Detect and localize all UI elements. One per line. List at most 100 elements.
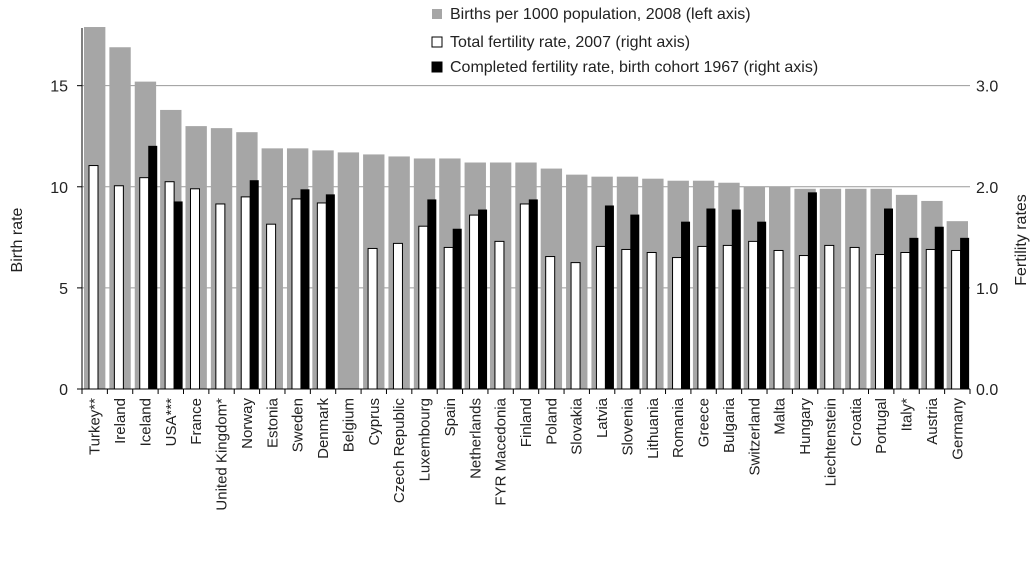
legend-swatch <box>431 36 443 48</box>
total-fertility-bar <box>418 225 429 390</box>
category-label: Germany <box>949 398 966 460</box>
category-label: Netherlands <box>467 398 484 479</box>
births-bar <box>337 152 360 389</box>
category-label: Latvia <box>594 397 611 438</box>
y-tick-label: 0 <box>59 382 68 399</box>
y-tick-label: 15 <box>50 79 68 96</box>
category-label: Norway <box>239 398 256 449</box>
category-label: FYR Macedonia <box>493 397 510 505</box>
legend-label: Total fertility rate, 2007 (right axis) <box>450 34 690 51</box>
total-fertility-bar <box>392 242 403 390</box>
right-axis-title: Fertility rates <box>1013 194 1030 286</box>
y-right-tick-label: 2.0 <box>976 180 998 197</box>
completed-fertility-bar <box>452 228 462 390</box>
category-label: Poland <box>543 398 560 445</box>
category-label: Hungary <box>797 398 814 455</box>
y-right-tick-label: 1.0 <box>976 281 998 298</box>
legend-swatch <box>432 9 442 19</box>
total-fertility-bar <box>469 214 480 390</box>
category-label: Czech Republic <box>391 398 408 504</box>
total-fertility-bar <box>240 196 251 390</box>
category-label: Estonia <box>264 397 281 448</box>
category-label: Cyprus <box>366 398 383 446</box>
category-label: Finland <box>518 398 535 447</box>
category-label: Italy* <box>899 398 916 432</box>
category-label: Slovenia <box>619 397 636 455</box>
category-label: Greece <box>696 398 713 447</box>
total-fertility-bar <box>316 202 327 390</box>
total-fertility-bar <box>646 252 657 390</box>
category-label: Croatia <box>848 397 865 446</box>
total-fertility-bar <box>824 244 835 390</box>
left-axis-ticks: 0 5 10 15 <box>50 79 82 399</box>
completed-fertility-bar <box>528 199 538 390</box>
category-label: Switzerland <box>746 398 763 476</box>
y-right-tick-label: 3.0 <box>976 79 998 96</box>
total-fertility-bar <box>164 181 175 390</box>
total-fertility-bar <box>367 247 378 390</box>
total-fertility-bar <box>875 254 886 390</box>
total-fertility-bar <box>189 188 200 390</box>
category-label: USA*** <box>163 398 180 447</box>
completed-fertility-bar <box>706 208 716 390</box>
category-label: Liechtenstein <box>822 398 839 486</box>
left-axis-title: Birth rate <box>9 207 26 272</box>
total-fertility-bar <box>139 177 150 390</box>
total-fertility-bar <box>722 244 733 390</box>
total-fertility-bar <box>748 240 759 390</box>
total-fertility-bar <box>595 245 606 390</box>
category-label: Sweden <box>290 398 307 452</box>
completed-fertility-bar <box>757 221 767 390</box>
completed-fertility-bar <box>604 205 614 390</box>
total-fertility-bar <box>545 256 556 390</box>
right-axis-ticks: 0.0 1.0 2.0 3.0 <box>976 79 998 399</box>
category-label: United Kingdom* <box>214 398 231 511</box>
total-fertility-bar <box>798 255 809 390</box>
total-fertility-bar <box>215 203 226 390</box>
category-label: Slovakia <box>569 397 586 454</box>
completed-fertility-bar <box>807 192 817 390</box>
category-label: Malta <box>772 397 789 434</box>
category-label: Denmark <box>315 398 332 459</box>
total-fertility-bar <box>113 185 124 390</box>
total-fertility-bar <box>88 165 99 390</box>
category-labels: Turkey** Ireland Iceland USA*** France United… <box>87 397 967 510</box>
total-fertility-bar <box>519 203 530 390</box>
total-fertility-bar <box>900 252 911 390</box>
category-label: France <box>188 398 205 445</box>
completed-fertility-bar <box>478 209 488 390</box>
completed-fertility-bar <box>173 201 183 390</box>
category-label: Lithuania <box>645 397 662 459</box>
completed-fertility-bar <box>909 237 919 390</box>
completed-fertility-bar <box>148 145 158 390</box>
category-label: Ireland <box>112 398 129 444</box>
y-tick-label: 5 <box>59 281 68 298</box>
completed-fertility-bar <box>681 221 691 390</box>
category-label: Turkey** <box>87 398 104 455</box>
total-fertility-bar <box>951 249 962 390</box>
completed-fertility-bar <box>249 180 259 390</box>
total-fertility-bar <box>925 248 936 390</box>
category-label: Portugal <box>873 398 890 454</box>
category-label: Iceland <box>137 398 154 446</box>
y-tick-label: 10 <box>50 180 68 197</box>
completed-fertility-bar <box>427 199 437 390</box>
category-label: Belgium <box>340 398 357 452</box>
total-fertility-bar <box>266 223 277 390</box>
total-fertility-bar <box>494 240 505 390</box>
total-fertility-bar <box>849 246 860 390</box>
y-right-tick-label: 0.0 <box>976 382 998 399</box>
total-fertility-bar <box>672 257 683 390</box>
legend-label: Completed fertility rate, birth cohort 1… <box>450 59 818 76</box>
legend: Births per 1000 population, 2008 (left a… <box>431 6 818 76</box>
legend-swatch <box>431 61 443 73</box>
axes <box>81 28 971 394</box>
category-label: Spain <box>442 398 459 436</box>
category-label: Bulgaria <box>721 397 738 453</box>
completed-fertility-bar <box>884 208 894 390</box>
total-fertility-bar <box>570 262 581 390</box>
completed-fertility-bar <box>731 209 741 390</box>
total-fertility-bar <box>773 249 784 390</box>
category-label: Austria <box>924 397 941 444</box>
